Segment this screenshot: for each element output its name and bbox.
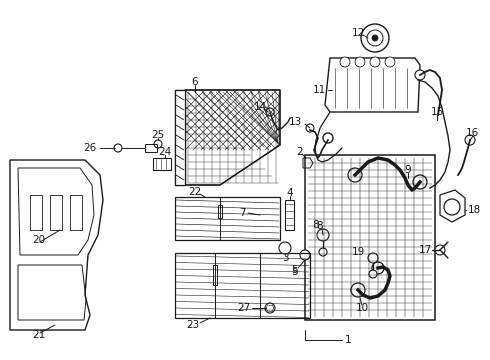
Circle shape: [372, 262, 384, 274]
Text: 26: 26: [83, 143, 97, 153]
Bar: [153, 158, 171, 170]
Text: 4: 4: [287, 188, 294, 198]
Text: 5: 5: [292, 267, 298, 277]
Text: 10: 10: [355, 303, 368, 313]
Circle shape: [317, 229, 329, 241]
Text: 2: 2: [296, 147, 303, 157]
Text: 12: 12: [351, 28, 365, 38]
Text: 11: 11: [313, 85, 326, 95]
Bar: [285, 200, 294, 230]
Circle shape: [300, 250, 310, 260]
Circle shape: [154, 140, 162, 148]
Text: 7: 7: [239, 208, 245, 218]
Text: 15: 15: [430, 107, 443, 117]
Text: 27: 27: [237, 303, 250, 313]
Circle shape: [415, 70, 425, 80]
Polygon shape: [440, 190, 465, 222]
Text: 16: 16: [466, 128, 479, 138]
Bar: [145, 144, 157, 152]
Circle shape: [361, 24, 389, 52]
Text: 14: 14: [253, 102, 267, 112]
Text: 18: 18: [468, 205, 481, 215]
Text: 21: 21: [32, 330, 45, 340]
Circle shape: [369, 270, 377, 278]
Text: 8: 8: [313, 220, 319, 230]
Text: 23: 23: [186, 320, 199, 330]
Text: 6: 6: [192, 77, 198, 87]
Text: 1: 1: [345, 335, 352, 345]
Text: 25: 25: [151, 130, 165, 140]
Circle shape: [306, 124, 314, 132]
Circle shape: [372, 35, 378, 41]
Circle shape: [385, 57, 395, 67]
Circle shape: [367, 30, 383, 46]
Circle shape: [465, 135, 475, 145]
Circle shape: [340, 57, 350, 67]
Circle shape: [435, 245, 445, 255]
Text: 17: 17: [419, 245, 432, 255]
Circle shape: [355, 57, 365, 67]
Circle shape: [368, 253, 378, 263]
Circle shape: [348, 168, 362, 182]
Polygon shape: [10, 160, 103, 330]
Circle shape: [279, 242, 291, 254]
Bar: [30, 195, 42, 230]
Polygon shape: [325, 58, 420, 112]
Text: 19: 19: [352, 247, 365, 257]
Bar: [70, 195, 82, 230]
Polygon shape: [175, 90, 185, 185]
Text: 20: 20: [32, 235, 45, 245]
Circle shape: [114, 144, 122, 152]
Circle shape: [413, 175, 427, 189]
Circle shape: [323, 133, 333, 143]
Text: 8: 8: [317, 221, 323, 231]
Bar: [50, 195, 62, 230]
Text: 3: 3: [282, 253, 288, 263]
Circle shape: [266, 108, 274, 116]
Text: 5: 5: [292, 265, 298, 275]
Text: 24: 24: [158, 147, 172, 157]
Circle shape: [319, 248, 327, 256]
Circle shape: [351, 283, 365, 297]
Circle shape: [265, 303, 275, 313]
Bar: [305, 155, 435, 320]
Text: 22: 22: [188, 187, 201, 197]
Text: 9: 9: [405, 165, 411, 175]
Circle shape: [444, 199, 460, 215]
Text: 13: 13: [289, 117, 302, 127]
Circle shape: [370, 57, 380, 67]
